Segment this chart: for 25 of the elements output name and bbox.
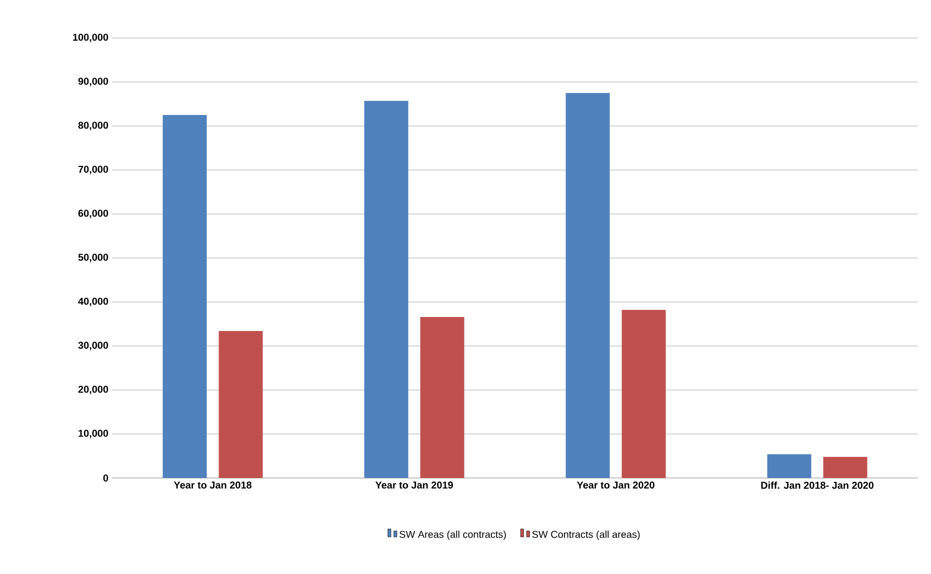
y-tick-label: 100,000 bbox=[73, 34, 108, 42]
bar bbox=[823, 456, 868, 478]
legend-label: SW Contracts (all areas) bbox=[532, 530, 640, 540]
y-tick-label: 80,000 bbox=[78, 122, 108, 130]
bar bbox=[767, 454, 812, 478]
y-tick-label: 60,000 bbox=[78, 210, 108, 218]
legend-label: SW Areas (all contracts) bbox=[400, 530, 506, 540]
y-tick-label: 0 bbox=[103, 474, 108, 482]
y-tick-label: 20,000 bbox=[78, 386, 108, 394]
x-tick-label: Year to Jan 2018 bbox=[174, 482, 252, 489]
bar bbox=[218, 331, 263, 478]
bar bbox=[420, 316, 464, 478]
x-tick-label: Diff. Jan 2018- Jan 2020 bbox=[761, 482, 874, 489]
y-tick-label: 90,000 bbox=[78, 78, 108, 86]
y-tick-label: 70,000 bbox=[78, 166, 108, 174]
y-tick-label: 50,000 bbox=[78, 254, 108, 262]
bar bbox=[364, 100, 408, 478]
x-tick-label: Year to Jan 2019 bbox=[375, 482, 453, 489]
y-tick-label: 30,000 bbox=[78, 342, 108, 350]
x-tick-label: Year to Jan 2020 bbox=[576, 482, 654, 489]
bar bbox=[566, 92, 610, 478]
bar bbox=[162, 114, 207, 478]
bar bbox=[622, 310, 666, 478]
y-tick-label: 40,000 bbox=[78, 298, 108, 306]
y-tick-label: 10,000 bbox=[78, 430, 108, 438]
